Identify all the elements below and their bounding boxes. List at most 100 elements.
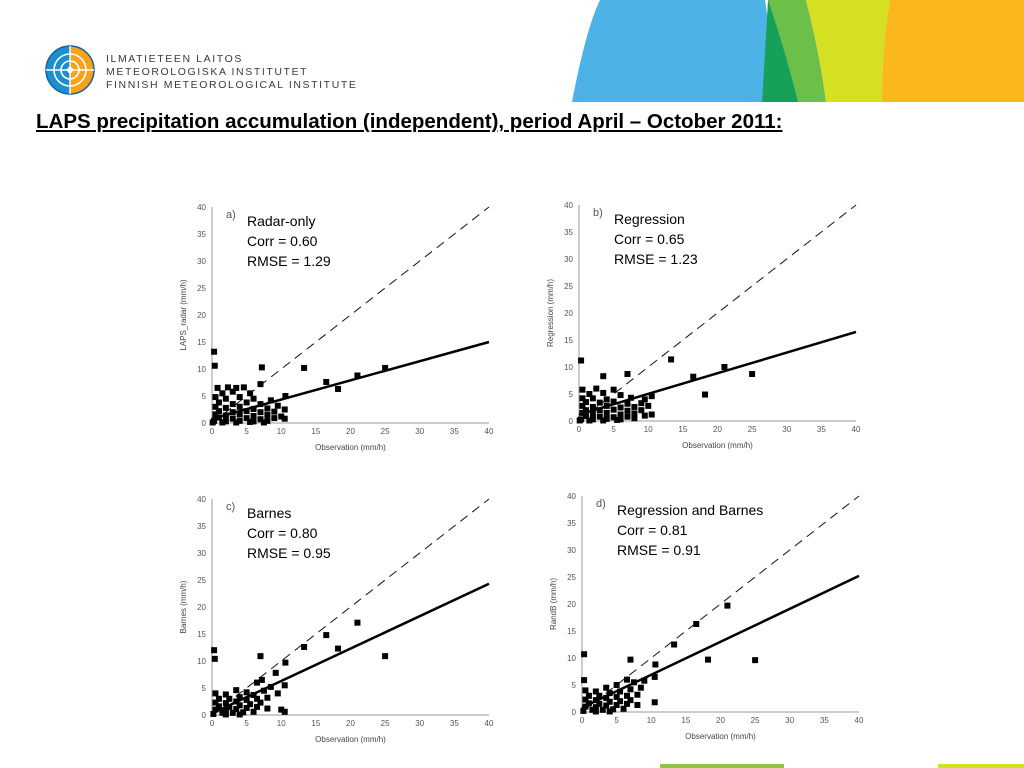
- x-tick-label: 0: [580, 716, 585, 725]
- data-point: [624, 676, 631, 683]
- data-point: [264, 694, 271, 701]
- slide-title: LAPS precipitation accumulation (indepen…: [36, 110, 783, 133]
- data-point: [212, 706, 219, 713]
- data-point: [610, 706, 617, 713]
- x-tick-label: 10: [277, 427, 286, 436]
- data-point: [582, 696, 589, 703]
- data-point: [648, 393, 655, 400]
- x-tick-label: 20: [346, 427, 355, 436]
- x-tick-label: 15: [678, 425, 687, 434]
- data-point: [243, 696, 250, 703]
- x-tick-label: 35: [450, 719, 459, 728]
- regression-line: [578, 330, 857, 416]
- data-point: [610, 414, 617, 421]
- data-point: [215, 703, 222, 710]
- x-tick-label: 20: [716, 716, 725, 725]
- corr-label: Corr = 0.81: [617, 522, 688, 538]
- data-point: [651, 699, 658, 706]
- data-point: [610, 386, 617, 393]
- x-tick-label: 35: [450, 427, 459, 436]
- x-tick-label: 25: [748, 425, 757, 434]
- data-point: [582, 407, 589, 414]
- data-point: [215, 399, 222, 406]
- data-point: [652, 661, 659, 668]
- y-tick-label: 30: [197, 257, 206, 266]
- data-point: [222, 700, 229, 707]
- y-tick-label: 5: [569, 390, 574, 399]
- data-point: [335, 385, 342, 392]
- data-point: [243, 704, 250, 711]
- data-point: [721, 364, 728, 370]
- data-point: [254, 679, 261, 686]
- y-tick-label: 5: [202, 392, 207, 401]
- x-tick-label: 25: [381, 719, 390, 728]
- data-point: [641, 412, 648, 419]
- data-point: [596, 413, 603, 420]
- data-point: [233, 384, 240, 391]
- data-point: [211, 362, 218, 369]
- data-point: [264, 405, 271, 412]
- data-point: [606, 698, 613, 705]
- banner-stripe-lime: [806, 0, 890, 102]
- data-point: [212, 690, 219, 697]
- data-point: [617, 404, 624, 411]
- data-point: [603, 415, 610, 422]
- data-point: [382, 653, 389, 660]
- chart-panel-b: 0 5 10 15 20 25 30 35 40 0 5 10 15 20 25 30 35 40 Observat…: [545, 193, 861, 463]
- y-tick-label: 25: [197, 284, 206, 293]
- chart-panel-c: 0 5 10 15 20 25 30 35 40 0 5 10 15 20 25 30 35 40 Observat…: [178, 487, 494, 757]
- data-point: [211, 655, 218, 662]
- panel-label: c): [226, 501, 235, 513]
- data-point: [596, 700, 603, 707]
- data-point: [236, 394, 243, 401]
- data-point: [592, 708, 599, 715]
- data-point: [582, 687, 589, 694]
- data-point: [606, 690, 613, 697]
- data-point: [752, 657, 759, 664]
- data-point: [236, 702, 243, 709]
- data-point: [610, 406, 617, 413]
- data-point: [222, 707, 229, 714]
- data-point: [603, 396, 610, 403]
- data-point: [243, 399, 250, 406]
- data-point: [281, 406, 288, 413]
- data-point: [582, 399, 589, 406]
- data-point: [282, 393, 289, 399]
- panel-label: d): [596, 498, 606, 510]
- data-point: [236, 411, 243, 418]
- data-point: [274, 402, 281, 409]
- x-tick-label: 15: [311, 427, 320, 436]
- y-tick-label: 5: [202, 684, 207, 693]
- x-tick-label: 10: [647, 716, 656, 725]
- data-point: [236, 417, 243, 424]
- data-point: [582, 413, 589, 420]
- data-point: [301, 643, 308, 650]
- data-point: [634, 701, 641, 708]
- y-tick-label: 10: [567, 654, 576, 663]
- data-point: [233, 687, 240, 694]
- institute-name-fi: ILMATIETEEN LAITOS: [106, 53, 243, 65]
- method-label: Barnes: [247, 505, 291, 521]
- data-point: [581, 677, 588, 684]
- data-point: [627, 686, 634, 693]
- x-tick-label: 5: [614, 716, 619, 725]
- data-point: [260, 687, 267, 694]
- identity-line: [211, 498, 490, 716]
- data-point: [250, 412, 257, 419]
- data-point: [243, 689, 250, 696]
- data-point: [648, 411, 655, 418]
- data-point: [354, 619, 361, 626]
- x-tick-label: 5: [611, 425, 616, 434]
- data-point: [589, 395, 596, 402]
- data-point: [603, 702, 610, 709]
- data-point: [236, 711, 243, 718]
- data-point: [226, 695, 233, 702]
- x-tick-label: 0: [210, 719, 215, 728]
- identity-line: [581, 495, 860, 713]
- data-point: [624, 407, 631, 414]
- y-tick-label: 25: [197, 576, 206, 585]
- corr-label: Corr = 0.80: [247, 525, 318, 541]
- banner-stripe-orange: [882, 0, 1024, 102]
- data-point: [596, 399, 603, 406]
- data-point: [323, 378, 330, 385]
